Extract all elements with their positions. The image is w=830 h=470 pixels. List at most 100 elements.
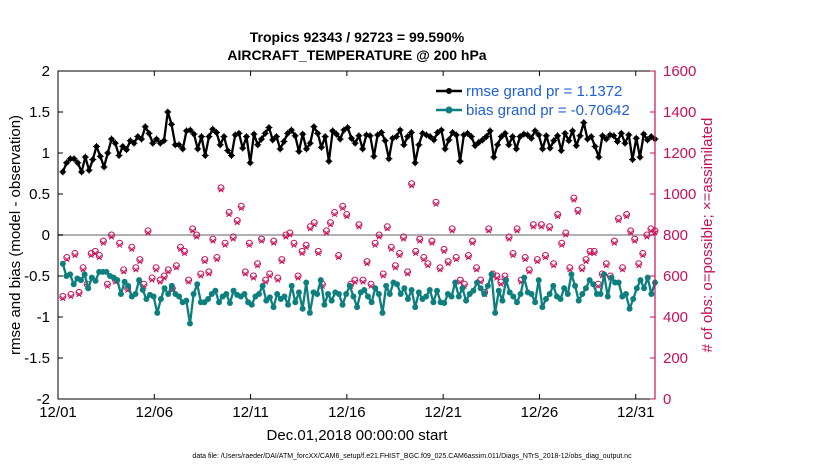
rmse-point [74, 159, 82, 167]
obs-assimilated-stroke [327, 222, 334, 228]
obs-assimilated-point [636, 263, 642, 269]
obs-possible-point [614, 215, 622, 223]
rmse-point [119, 142, 127, 150]
obs-assimilated-stroke [133, 267, 139, 273]
obs-assimilated-stroke [555, 213, 561, 220]
obs-assimilated-stroke [583, 258, 589, 265]
obs-possible-point [546, 223, 554, 231]
rmse-point [194, 145, 202, 153]
obs-possible-point [128, 243, 136, 251]
obs-assimilated-stroke [615, 217, 622, 224]
obs-assimilated-point [108, 234, 115, 240]
obs-assimilated-stroke [116, 242, 123, 248]
rmse-point [569, 127, 577, 135]
bias-point [622, 291, 629, 298]
rmse-point [430, 136, 438, 144]
obs-assimilated-point [506, 236, 512, 242]
obs-assimilated-point [226, 211, 232, 218]
bias-point [401, 285, 408, 292]
obs-possible-point [233, 217, 241, 225]
rmse-point [295, 147, 303, 155]
obs-assimilated-stroke [64, 256, 70, 263]
obs-assimilated-point [591, 250, 597, 257]
obs-assimilated-point [546, 226, 553, 232]
obs-assimilated-point [611, 240, 618, 246]
rmse-point [306, 139, 314, 147]
rmse-point [81, 153, 89, 161]
obs-possible-point [286, 229, 294, 237]
obs-assimilated-stroke [121, 269, 127, 275]
plot-area [57, 70, 659, 400]
obs-assimilated-stroke [619, 267, 626, 273]
obs-assimilated-stroke [80, 267, 86, 273]
obs-assimilated-stroke [181, 250, 188, 257]
obs-assimilated-stroke [595, 283, 601, 289]
obs-assimilated-stroke [636, 263, 642, 269]
obs-possible-point [383, 223, 391, 231]
obs-assimilated-point [121, 269, 127, 275]
obs-possible-point [209, 235, 217, 243]
obs-possible-point [294, 272, 302, 280]
bias-point [572, 282, 579, 289]
obs-possible-point [428, 237, 436, 245]
obs-possible-point [610, 237, 618, 245]
obs-assimilated-stroke [542, 254, 549, 261]
rmse-point [299, 130, 307, 138]
rmse-point [404, 133, 412, 141]
obs-possible-point [229, 233, 237, 241]
obs-possible-point [554, 211, 562, 218]
obs-possible-point [282, 231, 290, 239]
x-axis: 12/01 12/06 12/11 12/16 12/21 12/26 12/31 [39, 71, 655, 421]
obs-assimilated-point [104, 283, 111, 289]
obs-assimilated-stroke [275, 277, 281, 283]
bias-point [517, 291, 524, 298]
rmse-point [479, 136, 487, 144]
obs-possible-point [363, 258, 371, 266]
obs-possible-point [335, 252, 343, 259]
obs-assimilated-point [72, 252, 78, 259]
obs-possible-point [635, 260, 643, 268]
obs-assimilated-point [372, 242, 378, 248]
obs-assimilated-point [449, 228, 455, 234]
bias-point [484, 282, 491, 289]
rmse-point [141, 123, 149, 131]
obs-assimilated-point [632, 238, 638, 244]
obs-possible-point [424, 260, 432, 268]
obs-assimilated-stroke [226, 211, 232, 218]
rmse-point [550, 137, 558, 145]
bias-point [364, 293, 371, 300]
bias-point [582, 285, 589, 292]
rmse-point [317, 143, 325, 151]
obs-possible-point [95, 252, 103, 259]
bias-point [470, 287, 477, 294]
obs-possible-point [245, 239, 253, 247]
obs-possible-point [623, 211, 631, 218]
rmse-point [197, 133, 205, 141]
obs-assimilated-point [76, 291, 82, 298]
obs-assimilated-point [149, 277, 155, 283]
obs-assimilated-stroke [311, 222, 317, 228]
bias-point [314, 291, 321, 298]
bias-point [394, 281, 401, 288]
obs-assimilated-point [218, 187, 224, 193]
obs-possible-point [331, 208, 339, 216]
bias-point [463, 297, 470, 304]
obs-assimilated-point [510, 252, 516, 259]
rmse-point [411, 159, 419, 167]
bias-point [194, 281, 201, 288]
right-y-tick-label: 1200 [663, 145, 696, 162]
obs-assimilated-point [295, 275, 301, 281]
obs-assimilated-point [96, 254, 102, 261]
obs-assimilated-point [206, 271, 212, 277]
obs-assimilated-stroke [352, 279, 358, 285]
x-tick-label: 12/16 [328, 404, 366, 421]
right-y-axis-label: # of obs: o=possible; ×=assimilated [699, 118, 716, 353]
obs-assimilated-point [222, 242, 228, 248]
rmse-point [467, 133, 475, 141]
rmse-point [78, 168, 86, 176]
rmse-point [276, 145, 284, 153]
obs-assimilated-point [388, 246, 395, 253]
obs-assimilated-point [413, 250, 419, 257]
rmse-point [647, 133, 655, 141]
obs-possible-point [379, 270, 387, 278]
